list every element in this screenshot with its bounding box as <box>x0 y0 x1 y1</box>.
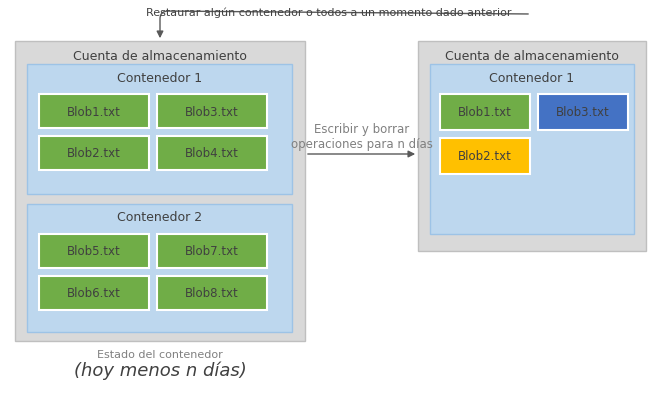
Bar <box>39 235 149 268</box>
Text: Blob6.txt: Blob6.txt <box>67 287 121 300</box>
Bar <box>538 95 628 131</box>
Bar <box>157 235 267 268</box>
Text: Contenedor 2: Contenedor 2 <box>117 211 202 224</box>
Bar <box>27 65 292 194</box>
Bar <box>39 137 149 170</box>
Bar <box>39 276 149 310</box>
Text: Blob3.txt: Blob3.txt <box>556 106 610 119</box>
Bar <box>157 95 267 129</box>
Bar <box>440 95 530 131</box>
Text: Blob3.txt: Blob3.txt <box>185 105 239 118</box>
Text: Contenedor 1: Contenedor 1 <box>117 71 202 84</box>
Text: Blob4.txt: Blob4.txt <box>185 147 239 160</box>
Text: Blob8.txt: Blob8.txt <box>185 287 239 300</box>
Text: Escribir y borrar
operaciones para n días: Escribir y borrar operaciones para n día… <box>291 123 432 151</box>
Text: Contenedor 1: Contenedor 1 <box>490 71 575 84</box>
Text: (hoy menos n días): (hoy menos n días) <box>74 361 246 380</box>
Bar <box>157 276 267 310</box>
Bar <box>430 65 634 235</box>
Bar <box>157 137 267 170</box>
Text: Blob7.txt: Blob7.txt <box>185 245 239 258</box>
Text: Estado del contenedor: Estado del contenedor <box>97 349 223 359</box>
Text: Blob5.txt: Blob5.txt <box>67 245 121 258</box>
Bar <box>440 139 530 174</box>
Text: Restaurar algún contenedor o todos a un momento dado anterior: Restaurar algún contenedor o todos a un … <box>146 8 512 18</box>
Bar <box>418 42 646 251</box>
Bar <box>39 95 149 129</box>
Text: Cuenta de almacenamiento: Cuenta de almacenamiento <box>73 49 247 62</box>
Text: Blob1.txt: Blob1.txt <box>458 106 512 119</box>
Bar <box>15 42 305 341</box>
Text: Blob1.txt: Blob1.txt <box>67 105 121 118</box>
Bar <box>27 205 292 332</box>
Text: Blob2.txt: Blob2.txt <box>67 147 121 160</box>
Text: Cuenta de almacenamiento: Cuenta de almacenamiento <box>445 49 619 62</box>
Text: Blob2.txt: Blob2.txt <box>458 150 512 163</box>
